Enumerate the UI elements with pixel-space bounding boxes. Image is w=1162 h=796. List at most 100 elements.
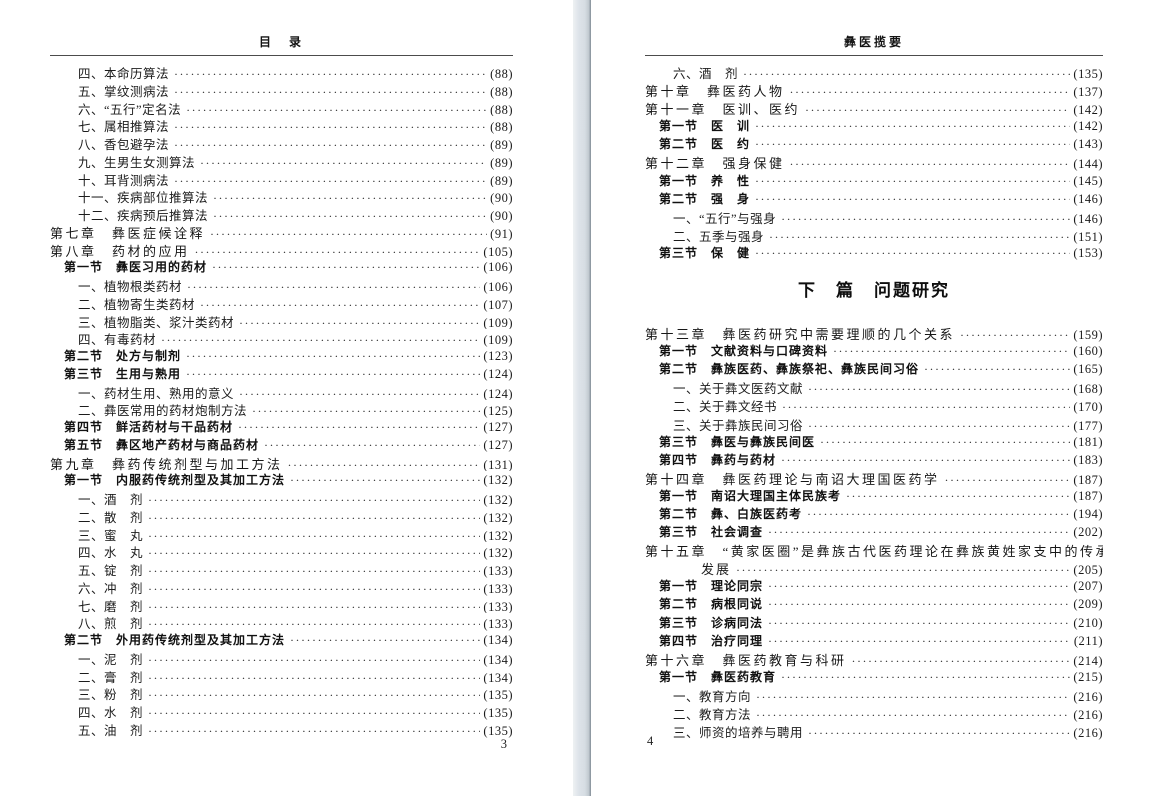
toc-entry-page: (160) <box>1073 344 1103 359</box>
toc-entry-title: 五、油 剂 <box>78 723 144 738</box>
toc-entry-title: 第四节 治疗同理 <box>659 633 764 648</box>
toc-entry-page: (145) <box>1073 173 1103 188</box>
toc-entry-title: 十、耳背测病法 <box>78 173 170 188</box>
toc-entry-title: 第二节 彝、白族医药考 <box>659 506 803 521</box>
toc-entry: 一、“五行”与强身 ·······························… <box>645 208 1103 226</box>
toc-entry: 十一、疾病部位推算法 ······························… <box>50 187 513 205</box>
toc-entry-page: (133) <box>483 599 513 614</box>
toc-entry: 四、有毒药材 ··································… <box>50 329 513 347</box>
toc-entry-title: 第十三章 彝医药研究中需要理顺的几个关系 <box>645 327 956 343</box>
right-page: 彝医揽要 六、酒 剂 ······························… <box>645 0 1103 796</box>
toc-entry: 八、香包避孕法 ·································… <box>50 134 513 152</box>
toc-entry: 第一节 内服药传统剂型及其加工方法 ·······················… <box>50 471 513 489</box>
toc-entry-page: (214) <box>1073 653 1103 668</box>
toc-entry-title: 第九章 彝药传统剂型与加工方法 <box>50 456 283 472</box>
toc-entry: 第一节 南诏大理国主体民族考 ··························… <box>645 487 1103 505</box>
toc-entry-page: (194) <box>1073 506 1103 521</box>
toc-entry-page: (88) <box>490 84 513 99</box>
toc-entry-page: (133) <box>483 617 513 631</box>
toc-entry-title: 发展 <box>701 562 732 578</box>
toc-entry-page: (88) <box>490 67 513 81</box>
dot-leader: ········································… <box>808 726 1070 741</box>
toc-entry-page: (216) <box>1073 689 1103 704</box>
toc-entry-title: 三、植物脂类、浆汁类药材 <box>78 315 235 330</box>
toc-entry: 第二节 彝族医药、彝族祭祀、彝族民间习俗 ····················… <box>645 360 1103 378</box>
toc-entry-title: 六、酒 剂 <box>673 67 739 81</box>
toc-entry-page: (142) <box>1073 103 1103 118</box>
toc-entry-page: (135) <box>483 723 513 738</box>
dot-leader: ········································… <box>290 633 480 647</box>
toc-entry: 一、植物根类药材 ································… <box>50 276 513 294</box>
folio-left: 3 <box>500 737 507 751</box>
toc-entry: 第四节 彝药与药材 ·······························… <box>645 451 1103 469</box>
toc-entry-page: (146) <box>1073 211 1103 226</box>
dot-leader: ········································… <box>756 689 1070 704</box>
toc-entry: 四、水 丸 ···································… <box>50 542 513 560</box>
toc-entry: 第一节 彝医药教育 ·······························… <box>645 668 1103 686</box>
dot-leader: ········································… <box>213 191 488 205</box>
toc-entry-page: (106) <box>483 280 513 294</box>
dot-leader: ········································… <box>174 84 488 99</box>
toc-entry-title: 第四节 彝药与药材 <box>659 452 777 467</box>
toc-entry: 二、彝医常用的药材炮制方法 ···························… <box>50 400 513 418</box>
toc-entry: 九、生男生女测算法 ·······························… <box>50 152 513 170</box>
toc-entry: 第十二章 强身保健 ·······························… <box>645 153 1103 171</box>
toc-entry-page: (187) <box>1073 472 1103 487</box>
toc-entry: 第一节 彝医习用的药材 ·····························… <box>50 258 513 276</box>
dot-leader: ········································… <box>213 209 488 223</box>
dot-leader: ········································… <box>768 525 1071 540</box>
dot-leader: ········································… <box>174 173 488 188</box>
dot-leader: ········································… <box>808 382 1070 397</box>
dot-leader: ········································… <box>148 546 480 560</box>
toc-entry-title: 二、彝医常用的药材炮制方法 <box>78 404 248 418</box>
toc-entry-title: 第三节 诊病同法 <box>659 615 764 630</box>
toc-entry-title: 二、散 剂 <box>78 510 144 525</box>
dot-leader: ········································… <box>148 688 480 702</box>
toc-entry-title: 九、生男生女测算法 <box>78 155 196 170</box>
toc-entry: 第一节 理论同宗 ································… <box>645 577 1103 595</box>
toc-entry-page: (106) <box>483 260 513 275</box>
toc-entry: 第四节 鲜活药材与干品药材 ···························… <box>50 418 513 436</box>
toc-entry: 二、五季与强身 ·································… <box>645 226 1103 244</box>
toc-entry: 三、植物脂类、浆汁类药材 ····························… <box>50 312 513 330</box>
toc-entry: 十、耳背测病法 ·································… <box>50 170 513 188</box>
toc-entry: 八、煎 剂 ···································… <box>50 613 513 631</box>
dot-leader: ········································… <box>174 120 488 134</box>
toc-entry-page: (205) <box>1073 563 1103 578</box>
toc-entry-title: 七、磨 剂 <box>78 599 144 614</box>
toc-entry-page: (159) <box>1073 328 1103 343</box>
toc-entry-title: 第八章 药材的应用 <box>50 243 190 259</box>
toc-entry-page: (142) <box>1073 119 1103 134</box>
dot-leader: ········································… <box>264 437 480 452</box>
toc-entry-title: 二、植物寄生类药材 <box>78 297 196 312</box>
toc-entry-page: (109) <box>483 333 513 347</box>
toc-entry: 三、蜜 丸 ···································… <box>50 525 513 543</box>
toc-entry: 第七章 彝医症候诠释 ······························… <box>50 223 513 241</box>
running-header-left: 目 录 <box>258 35 304 49</box>
toc-entry-page: (135) <box>483 688 513 702</box>
toc-entry: 六、“五行”定名法 ·······························… <box>50 99 513 117</box>
toc-entry-title: 十一、疾病部位推算法 <box>78 191 209 205</box>
dot-leader: ········································… <box>148 706 480 720</box>
toc-entry: 二、关于彝文经书 ································… <box>645 396 1103 414</box>
toc-entry-title: 第二节 外用药传统剂型及其加工方法 <box>64 633 286 647</box>
folio-right: 4 <box>647 734 654 748</box>
toc-entry-title: 十二、疾病预后推算法 <box>78 209 209 223</box>
toc-entry-page: (202) <box>1073 525 1103 540</box>
dot-leader: ········································… <box>186 349 480 363</box>
toc-entry-title: 第十六章 彝医药教育与科研 <box>645 652 847 668</box>
dot-leader: ········································… <box>148 652 480 667</box>
toc-entry-page: (88) <box>490 102 513 117</box>
dot-leader: ········································… <box>148 581 480 596</box>
toc-entry-title: 四、水 丸 <box>78 546 144 560</box>
toc-entry: 第一节 文献资料与口碑资料 ···························… <box>645 342 1103 360</box>
toc-entry: 五、掌纹测病法 ·································… <box>50 81 513 99</box>
toc-entry-title: 第一节 文献资料与口碑资料 <box>659 344 829 359</box>
toc-entry: 第二节 处方与制剂 ·······························… <box>50 347 513 365</box>
dot-leader: ········································… <box>768 633 1071 648</box>
toc-entry-page: (89) <box>490 138 513 152</box>
toc-entry: 三、粉 剂 ···································… <box>50 684 513 702</box>
toc-entry-page: (210) <box>1073 615 1103 630</box>
toc-entry: 二、膏 剂 ···································… <box>50 667 513 685</box>
toc-entry: 一、药材生用、熟用的意义 ····························… <box>50 383 513 401</box>
